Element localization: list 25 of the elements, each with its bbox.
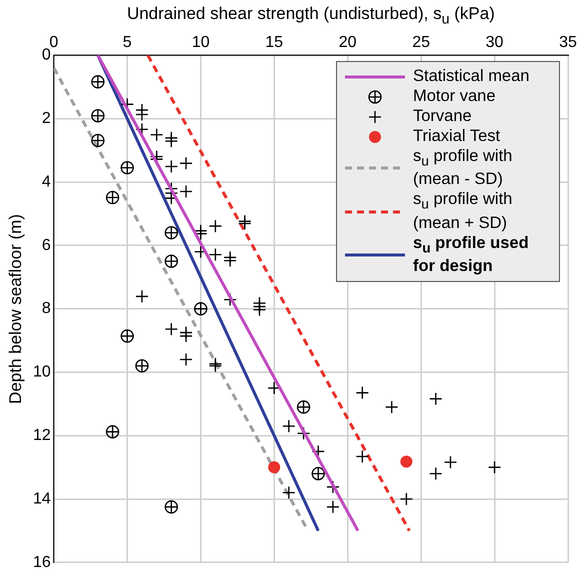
legend-label: Torvane (413, 107, 473, 126)
x-tick-label: 35 (559, 34, 577, 52)
legend-label: Motor vane (413, 87, 497, 106)
y-tick-label: 10 (33, 364, 51, 381)
legend-label: Triaxial Test (413, 127, 502, 146)
y-tick-label: 4 (42, 173, 51, 190)
y-tick-label: 2 (42, 110, 51, 128)
y-tick-label: 6 (42, 236, 51, 254)
x-axis-title: Undrained shear strength (undisturbed), s$_{u}$ (kPa) (126, 4, 495, 28)
y-axis-title: Depth below seafloor (m) (6, 214, 26, 404)
legend-label: Statistical mean (413, 67, 530, 86)
x-tick-label: 15 (265, 34, 284, 52)
x-tick-label: 30 (486, 34, 504, 52)
y-tick-label: 16 (33, 554, 51, 571)
legend-label: s$_{u}$ profile with (mean - SD) (413, 147, 514, 190)
x-tick-label: 10 (192, 34, 210, 52)
y-tick-label: 12 (33, 427, 51, 444)
x-tick-label: 5 (122, 34, 132, 52)
y-tick-label: 14 (33, 490, 51, 508)
x-tick-label: 20 (338, 34, 357, 52)
y-tick-label: 8 (42, 300, 51, 318)
x-tick-label: 25 (412, 34, 430, 52)
legend-label: s$_{u}$ profile with (mean + SD) (413, 190, 514, 233)
legend-label: s$_{u}$ profile used for design (413, 234, 530, 276)
y-tick-label: 0 (42, 46, 51, 64)
